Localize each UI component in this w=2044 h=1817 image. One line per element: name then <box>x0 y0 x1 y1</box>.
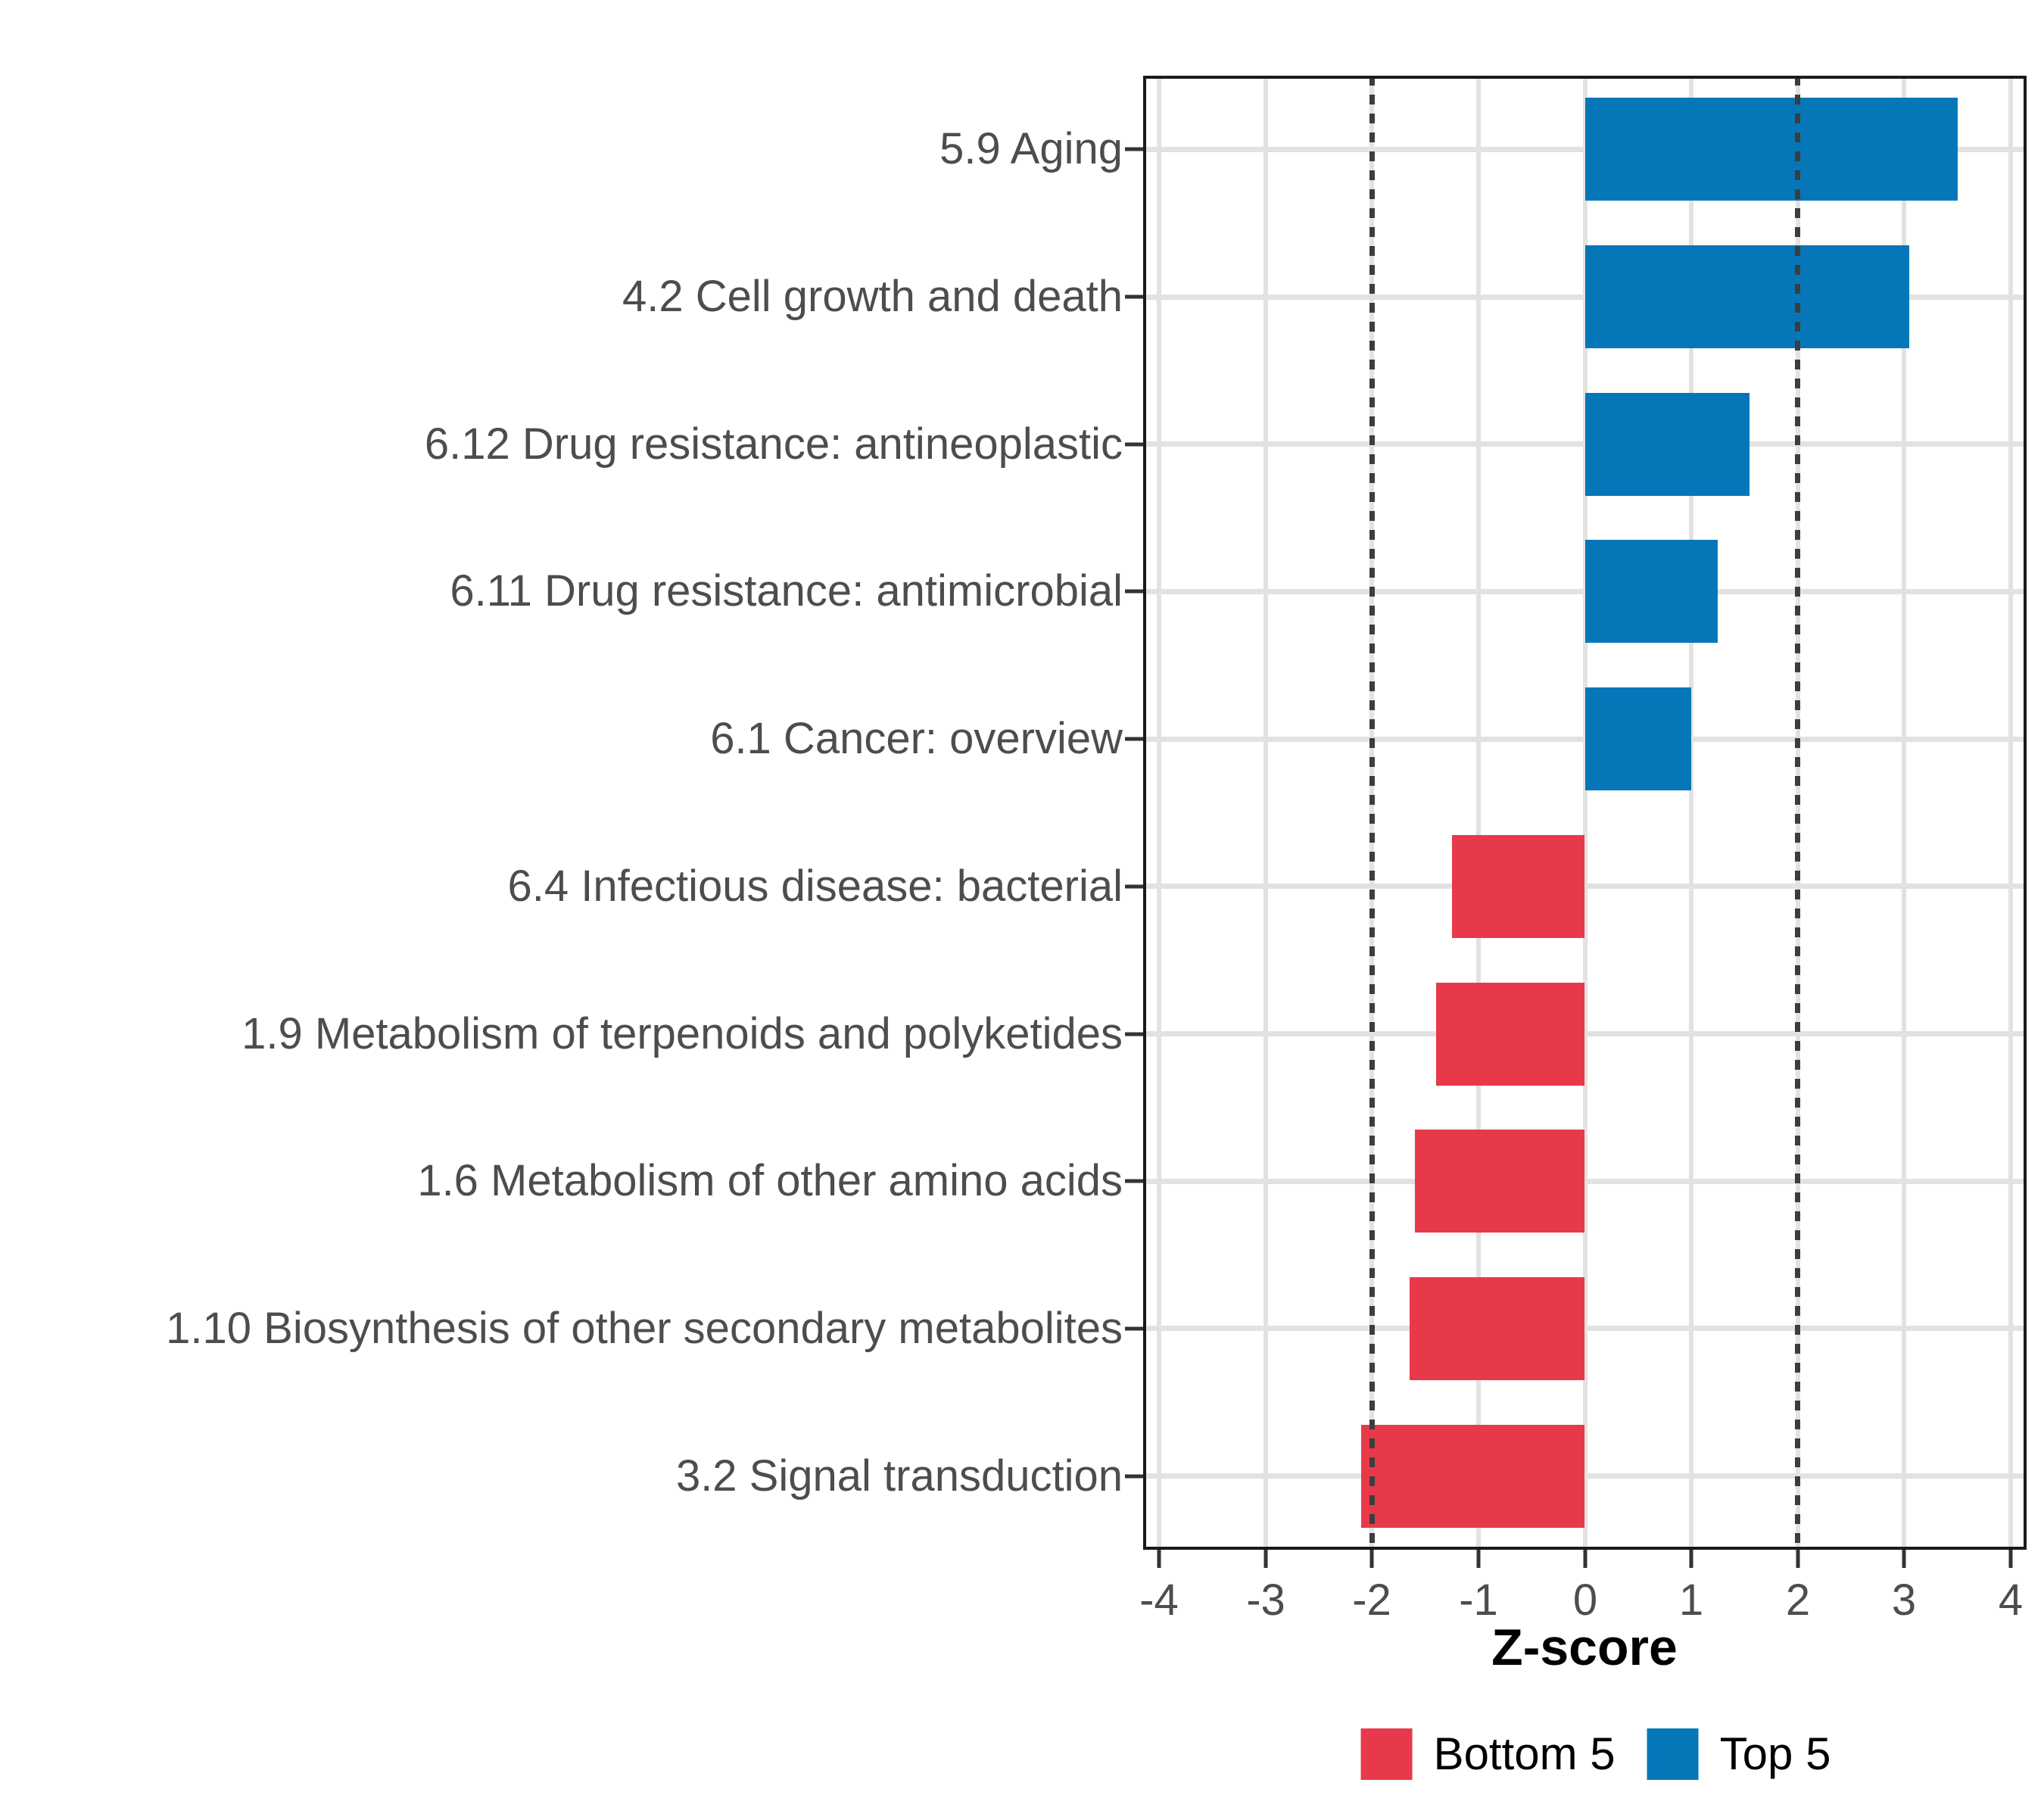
legend-item-bottom5: Bottom 5 <box>1360 1728 1616 1780</box>
bar-bottom5 <box>1414 1130 1585 1233</box>
bar-bottom5 <box>1451 835 1585 938</box>
bar-bottom5 <box>1361 1425 1585 1528</box>
legend-swatch-top5 <box>1647 1728 1699 1780</box>
x-axis-tick <box>2008 1550 2013 1568</box>
y-gridline <box>1143 1031 2027 1036</box>
reference-line <box>1369 76 1375 1550</box>
x-axis-tick <box>1796 1550 1800 1568</box>
x-gridline <box>1263 76 1268 1550</box>
x-axis-tick-label: 2 <box>1785 1575 1811 1625</box>
x-gridline <box>1689 76 1694 1550</box>
legend-label-top5: Top 5 <box>1719 1728 1831 1779</box>
legend: Bottom 5 Top 5 <box>1360 1728 1831 1780</box>
x-axis-tick <box>1902 1550 1906 1568</box>
x-axis-tick <box>1583 1550 1588 1568</box>
y-gridline <box>1143 884 2027 889</box>
bar-bottom5 <box>1435 983 1585 1086</box>
y-axis-tick <box>1125 884 1143 889</box>
y-axis-label: 5.9 Aging <box>939 124 1123 173</box>
x-gridline <box>1582 76 1588 1550</box>
y-axis-tick <box>1125 589 1143 594</box>
x-axis-tick <box>1157 1550 1161 1568</box>
y-axis-label: 4.2 Cell growth and death <box>622 272 1123 321</box>
y-axis-tick <box>1125 147 1143 151</box>
x-gridline <box>1475 76 1481 1550</box>
y-axis-tick <box>1125 295 1143 299</box>
y-axis-tick <box>1125 442 1143 447</box>
legend-item-top5: Top 5 <box>1647 1728 1831 1780</box>
y-axis-tick <box>1125 1326 1143 1331</box>
y-axis-label: 1.10 Biosynthesis of other secondary met… <box>166 1304 1123 1353</box>
y-axis-tick <box>1125 1032 1143 1036</box>
bar-top5 <box>1584 540 1718 643</box>
x-axis-tick <box>1476 1550 1481 1568</box>
y-axis-label: 6.12 Drug resistance: antineoplastic <box>424 419 1123 469</box>
x-axis-tick-label: 0 <box>1572 1575 1598 1625</box>
y-axis-label: 1.9 Metabolism of terpenoids and polyket… <box>241 1009 1123 1058</box>
y-axis-label: 6.4 Infectious disease: bacterial <box>507 862 1123 911</box>
y-axis-tick <box>1125 737 1143 741</box>
bar-top5 <box>1584 393 1750 496</box>
y-axis-tick <box>1125 1179 1143 1183</box>
bar-top5 <box>1584 687 1692 790</box>
x-gridline <box>1902 76 1907 1550</box>
x-gridline <box>2008 76 2013 1550</box>
x-gridline <box>1157 76 1162 1550</box>
y-gridline <box>1143 1326 2027 1331</box>
x-axis-tick <box>1689 1550 1693 1568</box>
y-axis-label: 3.2 Signal transduction <box>675 1451 1123 1501</box>
y-axis-label: 6.1 Cancer: overview <box>710 714 1123 763</box>
x-axis-tick <box>1263 1550 1268 1568</box>
x-axis-tick-label: -4 <box>1139 1575 1179 1625</box>
x-axis-title: Z-score <box>1491 1619 1678 1676</box>
y-gridline <box>1143 1473 2027 1479</box>
x-axis-tick-label: 4 <box>1998 1575 2024 1625</box>
reference-line <box>1795 76 1801 1550</box>
y-axis-label: 1.6 Metabolism of other amino acids <box>417 1156 1123 1205</box>
x-axis-tick-label: 1 <box>1678 1575 1704 1625</box>
legend-label-bottom5: Bottom 5 <box>1433 1728 1616 1779</box>
bar-bottom5 <box>1409 1277 1585 1380</box>
legend-swatch-bottom5 <box>1360 1728 1413 1780</box>
x-axis-tick-label: -3 <box>1246 1575 1285 1625</box>
x-axis-tick <box>1369 1550 1374 1568</box>
plot-panel <box>1143 76 2027 1550</box>
x-axis-tick-label: 3 <box>1891 1575 1917 1625</box>
y-axis-label: 6.11 Drug resistance: antimicrobial <box>450 566 1123 616</box>
bar-top5 <box>1584 98 1958 201</box>
bar-top5 <box>1584 245 1910 348</box>
y-axis-tick <box>1125 1474 1143 1479</box>
x-axis-tick-label: -2 <box>1352 1575 1391 1625</box>
x-axis-tick-label: -1 <box>1459 1575 1498 1625</box>
y-gridline <box>1143 1179 2027 1184</box>
